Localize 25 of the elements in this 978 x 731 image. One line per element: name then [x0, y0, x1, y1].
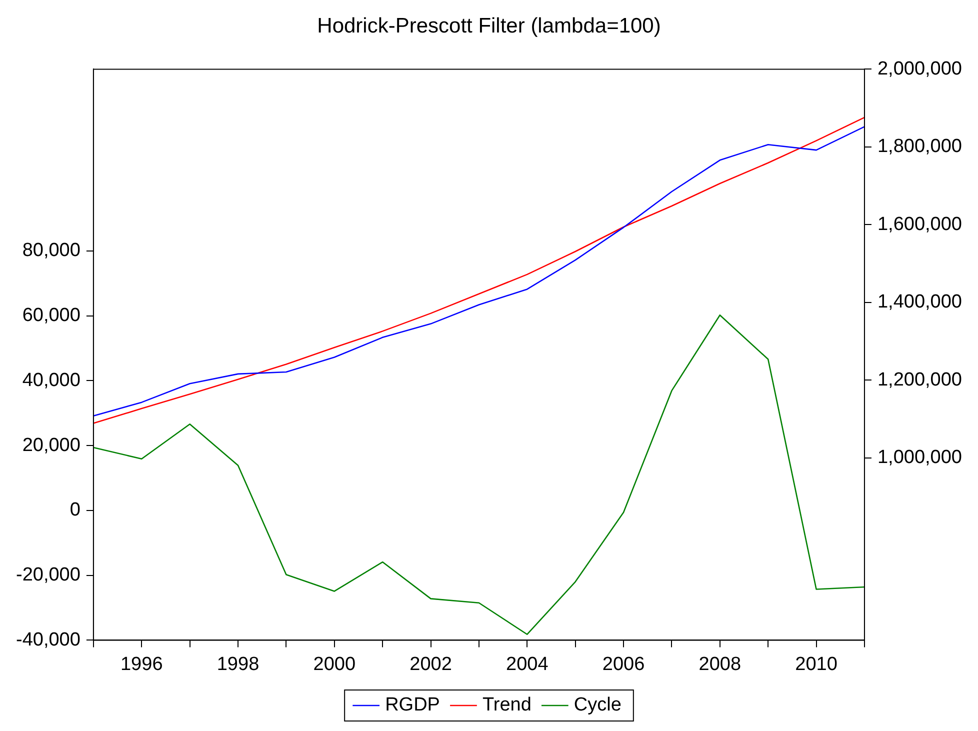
x-tick-label: 2006	[602, 654, 645, 675]
y-tick-label: -20,000	[16, 564, 80, 586]
legend-label: Cycle	[574, 694, 622, 716]
legend-label: RGDP	[385, 694, 440, 716]
x-tick-label: 2002	[410, 654, 452, 675]
x-tick-label: 2000	[313, 654, 356, 675]
y-tick-label: 60,000	[22, 305, 80, 326]
y2-tick-label: 1,400,000	[877, 292, 962, 313]
y-tick-label: 20,000	[22, 434, 80, 456]
y-tick-label: -40,000	[16, 629, 80, 650]
y2-tick-label: 1,200,000	[877, 369, 962, 390]
x-tick-label: 2010	[795, 654, 838, 675]
chart-title: Hodrick-Prescott Filter (lambda=100)	[317, 14, 661, 38]
legend-label: Trend	[482, 694, 532, 716]
x-tick-label: 2008	[698, 654, 742, 675]
y2-tick-label: 1,000,000	[877, 447, 962, 468]
y-tick-label: 0	[70, 500, 80, 521]
y2-tick-label: 1,800,000	[877, 136, 962, 158]
x-tick-label: 1996	[120, 654, 163, 675]
y2-tick-label: 1,600,000	[877, 214, 962, 235]
y-tick-label: 80,000	[22, 240, 80, 262]
y-tick-label: 40,000	[22, 370, 80, 391]
y2-tick-label: 2,000,000	[877, 58, 962, 80]
x-tick-label: 1998	[216, 654, 260, 675]
x-tick-label: 2004	[506, 654, 549, 675]
